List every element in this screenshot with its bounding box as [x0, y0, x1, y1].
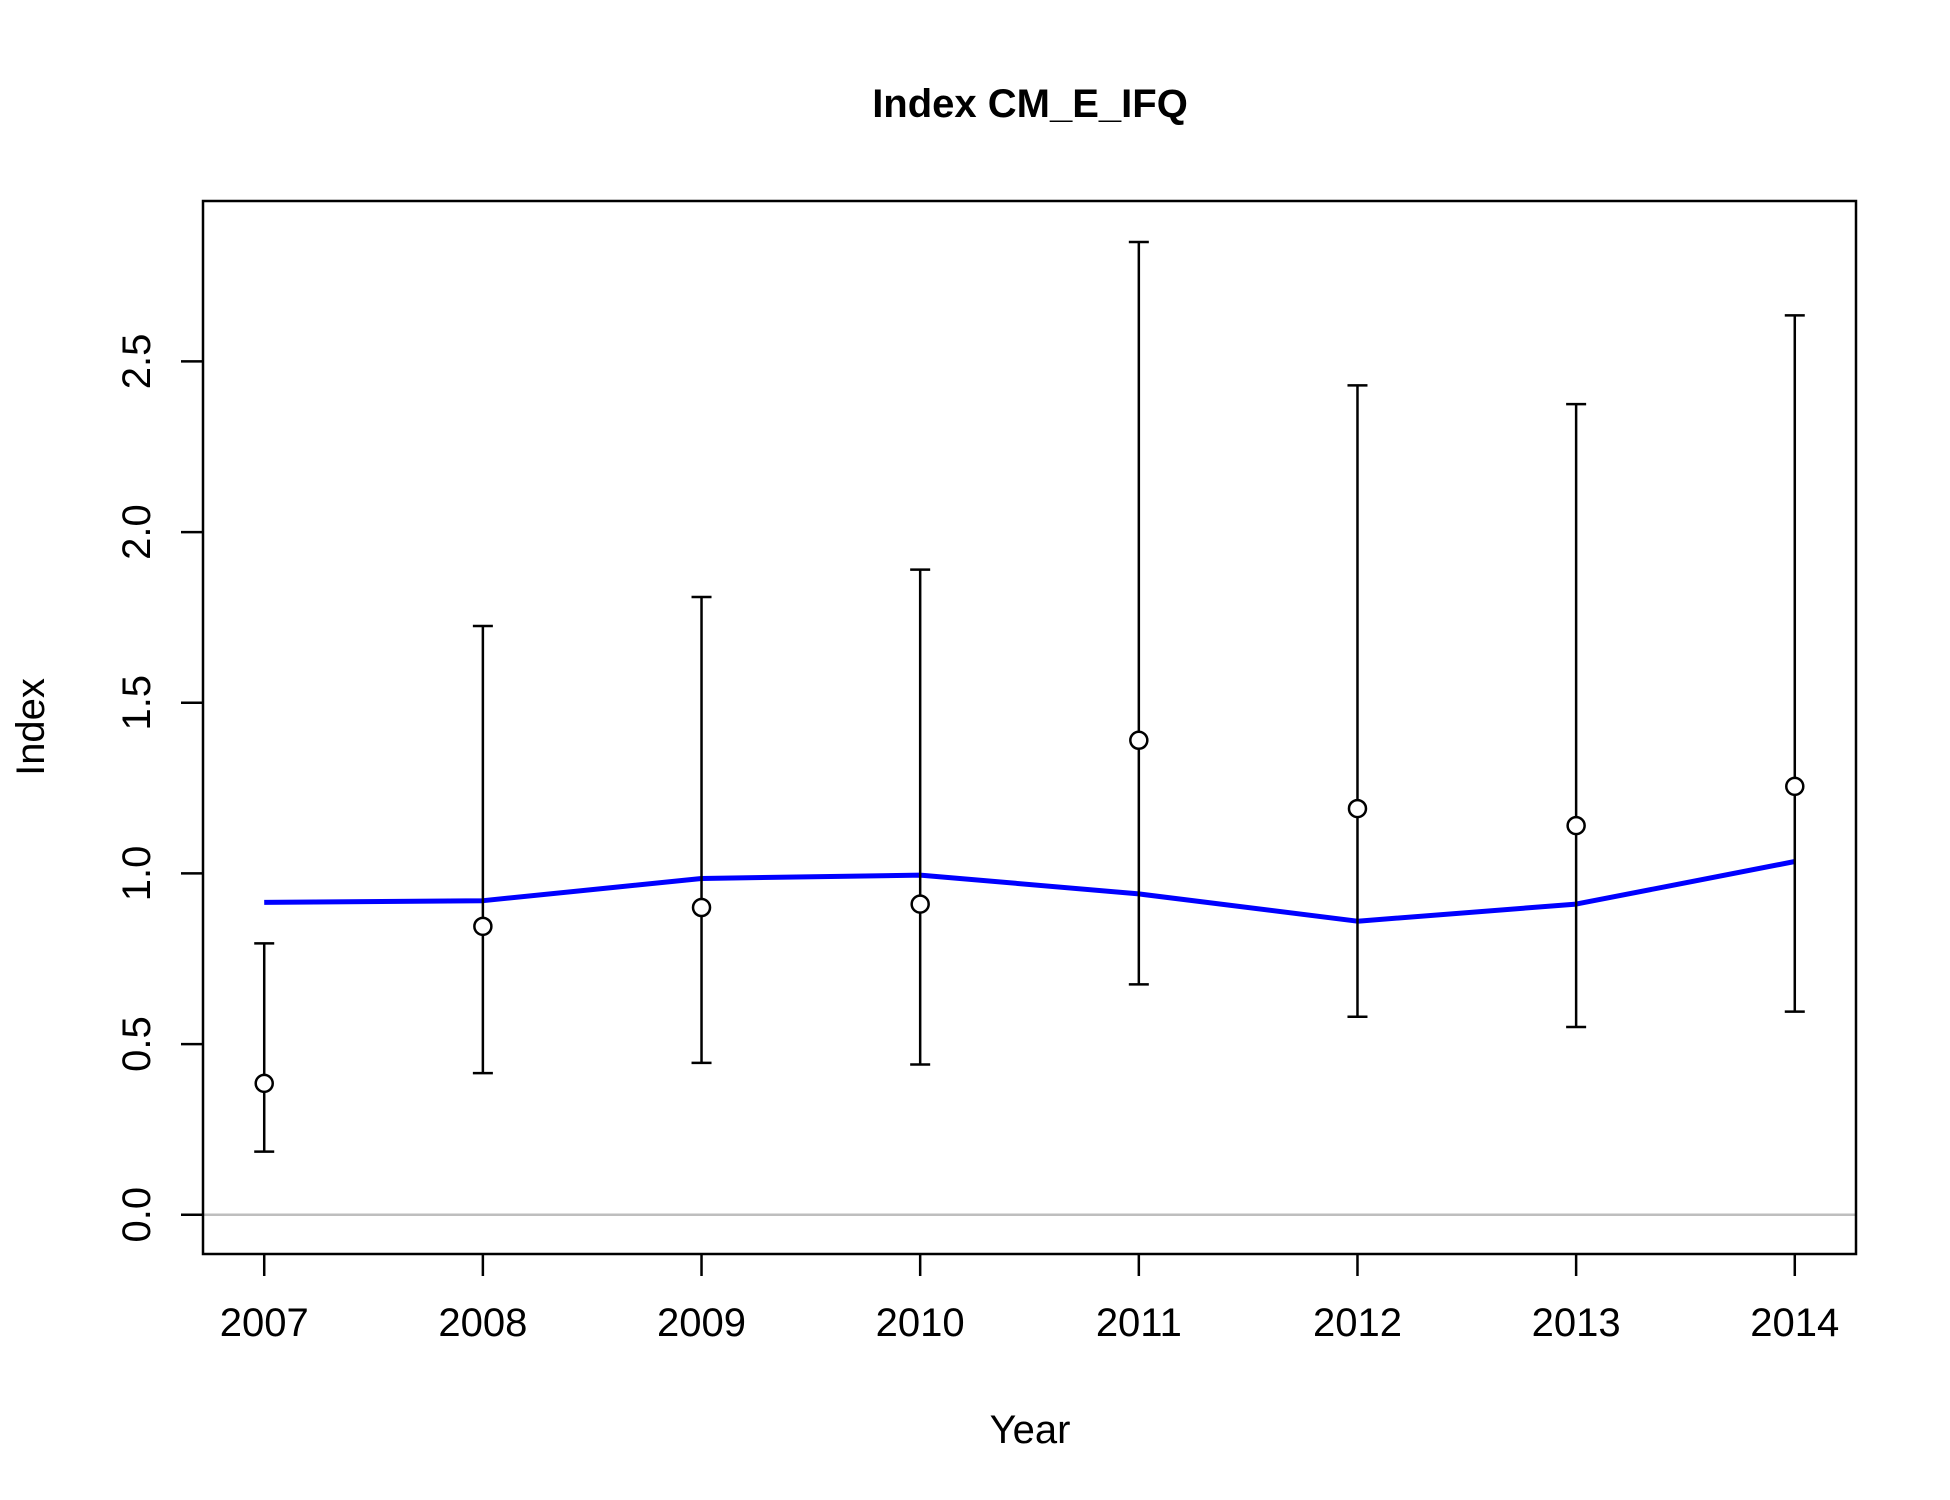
observed-point-2010	[910, 894, 930, 914]
observed-point-layer	[254, 730, 1805, 1094]
observed-point-2008	[473, 916, 493, 937]
error-bar-2007	[254, 942, 275, 1153]
error-bar-2010	[910, 568, 931, 1066]
x-tick-label-2008: 2008	[438, 1301, 527, 1345]
observed-point-2014	[1785, 776, 1805, 797]
y-tick-label-2.0: 2.0	[115, 504, 159, 560]
observed-point-2013	[1566, 815, 1586, 836]
error-bar-2011	[1128, 240, 1149, 986]
error-bar-2009	[691, 595, 712, 1065]
y-tick-label-0.5: 0.5	[115, 1016, 159, 1072]
observed-point-2007	[254, 1073, 274, 1094]
expected-series-layer	[264, 859, 1796, 924]
x-axis: 2007 2008 2009 2010 2011 2012 2013 2014	[220, 1254, 1839, 1345]
error-bar-2014	[1784, 314, 1805, 1013]
observed-point-2009	[691, 897, 712, 918]
x-tick-label-2009: 2009	[657, 1301, 746, 1345]
y-axis-label: Index	[9, 678, 53, 776]
chart-title: Index CM_E_IFQ	[872, 82, 1188, 126]
y-tick-label-0.0: 0.0	[115, 1187, 159, 1243]
error-bar-2008	[472, 624, 493, 1075]
y-tick-label-2.5: 2.5	[115, 334, 159, 390]
x-tick-label-2013: 2013	[1532, 1301, 1621, 1345]
x-tick-label-2011: 2011	[1096, 1301, 1182, 1345]
expected-series-line	[264, 859, 1796, 924]
error-bar-2013	[1566, 402, 1587, 1029]
error-bar-2012	[1347, 384, 1368, 1019]
x-tick-label-2014: 2014	[1750, 1301, 1839, 1345]
y-axis: 0.0 0.5 1.0 1.5 2.0 2.5	[115, 334, 203, 1243]
x-tick-label-2007: 2007	[220, 1301, 309, 1345]
y-tick-label-1.0: 1.0	[115, 846, 159, 902]
observed-point-2012	[1347, 798, 1368, 819]
observed-point-2011	[1129, 730, 1149, 751]
x-tick-label-2010: 2010	[876, 1301, 965, 1345]
error-bar-layer	[254, 240, 1805, 1153]
x-tick-label-2012: 2012	[1313, 1301, 1402, 1345]
y-tick-label-1.5: 1.5	[115, 675, 159, 731]
plot-frame	[201, 199, 1858, 1256]
x-axis-label: Year	[990, 1408, 1071, 1452]
